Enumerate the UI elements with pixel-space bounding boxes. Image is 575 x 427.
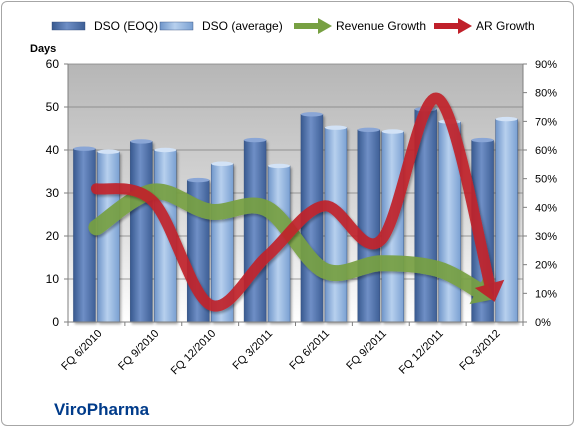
right-tick-label: 90% — [535, 59, 557, 71]
y-axis-title: Days — [30, 43, 56, 55]
right-axis-ticks: 0% 10% 20% 30% 40% 50% 60% 70% 80% 90% — [523, 59, 557, 329]
left-tick-label: 20 — [46, 229, 60, 243]
left-axis-ticks: 0 10 20 30 40 50 60 — [46, 57, 68, 329]
x-tick-label: FQ 3/2012 — [457, 328, 502, 373]
bar-body — [73, 148, 96, 323]
x-tick-label: FQ 6/2011 — [287, 328, 332, 373]
bar-body — [357, 129, 381, 323]
bar — [73, 146, 96, 323]
bar-cap — [300, 112, 323, 117]
bar-cap — [471, 137, 494, 143]
bar-body — [130, 141, 153, 323]
legend-label: DSO (average) — [202, 19, 283, 33]
right-tick-label: 70% — [535, 116, 557, 128]
x-tick-label: FQ 9/2011 — [344, 328, 389, 373]
legend-item: AR Growth — [434, 18, 535, 34]
line-series-ar-growth — [90, 92, 505, 312]
legend-label: DSO (EOQ) — [94, 19, 158, 33]
bar-cap — [324, 125, 347, 130]
bar — [243, 137, 267, 323]
x-tick-label: FQ 9/2010 — [116, 328, 161, 373]
bar-body — [97, 151, 120, 323]
legend-swatch — [159, 21, 194, 31]
legend-item: DSO (average) — [159, 19, 283, 33]
x-tick-label: FQ 6/2010 — [59, 328, 104, 373]
right-tick-label: 10% — [535, 288, 557, 300]
legend-item: DSO (EOQ) — [51, 19, 158, 33]
right-tick-label: 40% — [535, 202, 557, 214]
right-tick-label: 80% — [535, 88, 557, 100]
right-tick-label: 60% — [535, 145, 557, 157]
legend-label: AR Growth — [476, 19, 535, 33]
company-name: ViroPharma — [54, 400, 150, 419]
left-tick-label: 40 — [46, 143, 60, 157]
left-tick-label: 30 — [46, 186, 60, 200]
right-tick-label: 30% — [535, 231, 557, 243]
bar-cap — [244, 137, 267, 143]
bar-cap — [268, 163, 291, 169]
growth-lines — [88, 92, 505, 312]
bar-cap — [97, 149, 120, 154]
legend-item: Revenue Growth — [294, 18, 426, 34]
bar-body — [243, 139, 267, 323]
left-tick-label: 10 — [46, 272, 60, 286]
legend-swatch — [51, 21, 86, 31]
bar — [97, 149, 120, 323]
bar-cap — [187, 177, 210, 183]
legend-arrowhead — [458, 18, 472, 34]
bar-cap — [73, 146, 96, 151]
legend: DSO (EOQ) DSO (average) Revenue Growth AR G… — [51, 18, 535, 34]
bar — [357, 127, 381, 323]
x-tick-label: FQ 3/2011 — [231, 328, 276, 373]
legend-arrowhead — [318, 18, 332, 34]
left-tick-label: 50 — [46, 100, 60, 114]
left-tick-label: 60 — [46, 57, 60, 71]
bar-cap — [381, 129, 404, 134]
bar-cap — [211, 161, 234, 166]
series-arrowhead — [474, 279, 505, 302]
bar-cap — [357, 127, 380, 132]
left-tick-label: 0 — [52, 315, 59, 329]
x-axis-ticks: FQ 6/2010 FQ 9/2010 FQ 12/2010 FQ 3/2011 FQ … — [59, 322, 524, 378]
right-tick-label: 20% — [535, 260, 557, 272]
series-line — [90, 92, 497, 312]
bar-cap — [130, 139, 153, 144]
legend-label: Revenue Growth — [336, 19, 426, 33]
x-tick-label: FQ 12/2011 — [397, 328, 446, 377]
right-tick-label: 50% — [535, 174, 557, 186]
x-tick-label: FQ 12/2010 — [169, 328, 219, 378]
bar — [130, 139, 153, 323]
bar-cap — [495, 116, 518, 122]
right-tick-label: 0% — [535, 317, 551, 329]
bar-cap — [154, 147, 177, 153]
